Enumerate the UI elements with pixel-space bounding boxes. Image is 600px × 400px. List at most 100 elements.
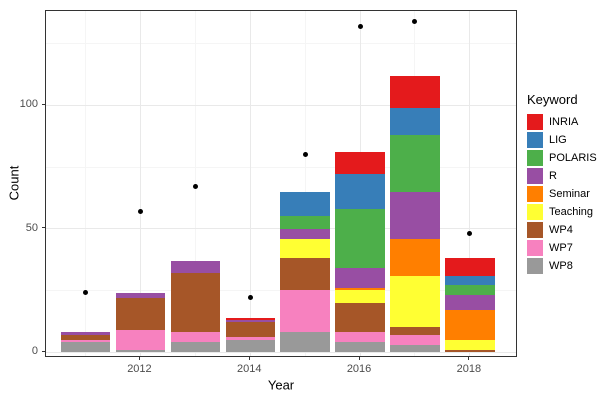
- bar-segment-2012-R: [115, 292, 166, 298]
- legend-label: WP8: [549, 260, 573, 272]
- legend-item-WP8: WP8: [527, 257, 597, 275]
- legend-item-LIG: LIG: [527, 131, 597, 149]
- bar-segment-2015-POLARIS: [280, 216, 330, 229]
- y-tick-mark: [42, 103, 45, 105]
- legend-item-Teaching: Teaching: [527, 203, 597, 221]
- bar-segment-2018-POLARIS: [445, 285, 495, 296]
- x-tick-mark: [468, 357, 470, 360]
- bar-segment-2011-WP8: [60, 342, 111, 353]
- bar-segment-2018-LIG: [445, 275, 495, 286]
- legend-item-R: R: [527, 167, 597, 185]
- data-point-2014: [247, 295, 253, 301]
- data-point-2015: [302, 152, 308, 158]
- x-axis-title: Year: [267, 377, 295, 393]
- bar-segment-2017-R: [390, 191, 440, 239]
- bar-segment-2017-LIG: [390, 107, 440, 136]
- legend-label: WP7: [549, 242, 573, 254]
- x-major-gridline: [469, 11, 471, 356]
- bar-segment-2015-WP8: [280, 332, 330, 353]
- legend-item-WP4: WP4: [527, 221, 597, 239]
- legend-swatch-icon: [527, 168, 543, 184]
- legend-item-POLARIS: POLARIS: [527, 149, 597, 167]
- legend-swatch-icon: [527, 258, 543, 274]
- bar-segment-2016-WP4: [335, 302, 385, 333]
- y-axis-title: Count: [6, 165, 22, 201]
- bar-segment-2016-INRIA: [335, 152, 385, 175]
- x-tick-label: 2016: [346, 363, 372, 375]
- legend-label: POLARIS: [549, 152, 597, 164]
- data-point-2016: [357, 24, 363, 30]
- x-minor-gridline: [304, 11, 306, 356]
- y-tick-mark: [42, 227, 45, 229]
- legend-label: LIG: [549, 134, 567, 146]
- bar-segment-2018-Teaching: [445, 339, 495, 350]
- bar-segment-2013-WP7: [170, 332, 221, 343]
- y-tick-mark: [42, 350, 45, 352]
- bar-segment-2015-LIG: [280, 191, 330, 217]
- x-tick-mark: [138, 357, 140, 360]
- plot-panel: [45, 10, 517, 357]
- legend-swatch-icon: [527, 150, 543, 166]
- bar-segment-2011-WP4: [60, 334, 111, 340]
- legend-label: R: [549, 170, 557, 182]
- y-minor-gridline: [46, 43, 516, 45]
- bar-segment-2016-WP8: [335, 342, 385, 353]
- bar-segment-2016-POLARIS: [335, 209, 385, 269]
- bar-segment-2014-WP8: [225, 339, 275, 353]
- bar-segment-2013-WP4: [170, 273, 221, 333]
- legend-label: INRIA: [549, 116, 579, 128]
- bar-segment-2017-Seminar: [390, 238, 440, 276]
- bar-segment-2017-Teaching: [390, 275, 440, 328]
- x-tick-label: 2012: [127, 363, 152, 375]
- legend-swatch-icon: [527, 240, 543, 256]
- bar-segment-2017-WP4: [390, 327, 440, 335]
- x-major-gridline: [139, 11, 141, 356]
- bar-segment-2016-R: [335, 268, 385, 288]
- bar-segment-2018-WP4: [445, 349, 495, 353]
- bar-segment-2012-WP8: [115, 349, 166, 353]
- x-minor-gridline: [85, 11, 87, 356]
- bar-segment-2013-R: [170, 260, 221, 274]
- x-tick-label: 2014: [237, 363, 262, 375]
- bar-segment-2016-WP7: [335, 332, 385, 343]
- bar-segment-2017-WP7: [390, 334, 440, 345]
- legend-label: Seminar: [549, 188, 590, 200]
- y-tick-label: 50: [25, 221, 38, 234]
- x-tick-mark: [248, 357, 250, 360]
- bar-segment-2015-WP4: [280, 258, 330, 291]
- legend-item-INRIA: INRIA: [527, 113, 597, 131]
- bar-segment-2016-LIG: [335, 174, 385, 209]
- x-tick-mark: [358, 357, 360, 360]
- bar-segment-2011-WP7: [60, 339, 111, 343]
- y-tick-label: 100: [19, 98, 38, 111]
- legend-swatch-icon: [527, 114, 543, 130]
- bar-segment-2012-WP4: [115, 297, 166, 330]
- legend-items: INRIA LIG POLARIS R Seminar Teaching WP4 WP7 WP8: [527, 113, 597, 275]
- legend-swatch-icon: [527, 186, 543, 202]
- bar-segment-2015-Teaching: [280, 238, 330, 259]
- bar-segment-2018-R: [445, 295, 495, 311]
- legend-swatch-icon: [527, 222, 543, 238]
- y-major-gridline: [46, 351, 516, 353]
- bar-segment-2018-Seminar: [445, 310, 495, 340]
- bar-segment-2017-INRIA: [390, 75, 440, 108]
- legend-label: WP4: [549, 224, 573, 236]
- legend-item-Seminar: Seminar: [527, 185, 597, 203]
- bar-segment-2015-R: [280, 228, 330, 239]
- bar-segment-2018-INRIA: [445, 258, 495, 276]
- x-major-gridline: [249, 11, 251, 356]
- data-point-2017: [412, 19, 418, 25]
- legend-item-WP7: WP7: [527, 239, 597, 257]
- bar-segment-2013-WP8: [170, 342, 221, 353]
- y-tick-label: 0: [31, 345, 38, 358]
- data-point-2011: [83, 290, 89, 296]
- bar-segment-2016-Teaching: [335, 290, 385, 303]
- legend: Keyword INRIA LIG POLARIS R Seminar Teaching W…: [527, 92, 597, 275]
- data-point-2012: [137, 208, 143, 214]
- bar-segment-2011-R: [60, 332, 111, 335]
- legend-title: Keyword: [527, 92, 578, 107]
- bar-segment-2014-WP7: [225, 337, 275, 340]
- legend-swatch-icon: [527, 204, 543, 220]
- bar-segment-2014-INRIA: [225, 317, 275, 320]
